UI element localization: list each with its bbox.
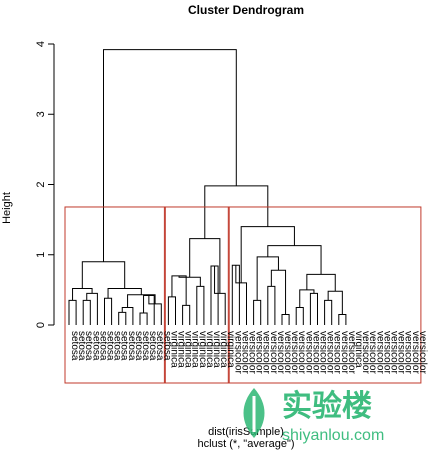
branch [171,275,187,306]
leaf-label: versicolor [325,331,336,374]
branch [121,306,134,325]
leaf-label: virginica [218,331,229,368]
leaf-label: versicolor [303,331,314,374]
branch [81,261,126,289]
leaf-label: virginica [211,331,222,368]
leaf-label: versicolor [332,331,343,374]
leaf-label: virginica [190,331,201,368]
chart-title: Cluster Dendrogram [188,3,304,17]
cluster-rectangles [64,206,422,384]
leaf-label: setosa [97,331,108,361]
leaf-label: setosa [161,331,172,361]
branch [196,285,205,325]
dendrogram-branches [68,49,347,325]
leaf-label: versicolor [296,331,307,374]
leaf-label: virginica [176,331,187,368]
leaf-label: versicolor [239,331,250,374]
branch [127,294,156,308]
branch [103,49,237,262]
leaf-label: setosa [140,331,151,361]
branch [270,269,287,315]
leaf-label: setosa [76,331,87,361]
branch [338,313,347,325]
leaf-label: versicolor [396,331,407,374]
branch [299,289,315,308]
branch [204,185,269,239]
cluster-rect-2 [163,206,230,384]
leaf-label: versicolor [346,331,357,374]
leaf-label: setosa [154,331,165,361]
branch [86,292,98,325]
watermark-brand-url: shiyanlou.com [282,427,384,444]
watermark-brand-cn: 实验楼 [282,389,372,424]
y-axis-label: Height [1,192,13,224]
x-axis-sublabel: hclust (*, "average") [197,438,294,450]
branch [118,311,127,325]
leaf-label: virginica [225,331,236,368]
leaf-label: virginica [353,331,364,368]
branch [104,297,113,325]
y-tick-label-4: 4 [35,41,47,47]
branch [107,287,142,299]
leaf-label: versicolor [367,331,378,374]
cluster-rect-1 [64,206,166,384]
branch [167,296,176,325]
leaf-label: setosa [105,331,116,361]
branch [327,290,343,315]
leaf-label: versicolor [403,331,414,374]
leaf-label: versicolor [318,331,329,374]
leaf-label: versicolor [247,331,258,374]
leaf-label: setosa [90,331,101,361]
cluster-rect-3 [227,206,422,384]
leaf-label: versicolor [310,331,321,374]
leaf-label: virginica [168,331,179,368]
leaf-label: setosa [112,331,123,361]
leaf-label: versicolor [282,331,293,374]
leaf-label: setosa [126,331,137,361]
leaf-label: virginica [204,331,215,368]
leaf-label: versicolor [275,331,286,374]
branch [82,299,91,325]
branch [267,285,276,325]
branch [178,275,201,287]
branch [281,313,290,325]
branch [306,273,336,292]
leaf-label: versicolor [232,331,243,374]
leaf-label: virginica [197,331,208,368]
leaf-labels: setosasetosasetosasetosasetosasetosaseto… [69,331,428,374]
leaf-label: versicolor [389,331,400,374]
branch [182,304,191,325]
x-axis-label: dist(irisSample) [208,426,284,438]
y-tick-label-0: 0 [35,322,47,328]
leaf-label: versicolor [417,331,428,374]
branch [295,306,304,325]
leaf-label: versicolor [339,331,350,374]
leaf-label: setosa [147,331,158,361]
branch [309,292,318,325]
branch [72,287,93,301]
leaf-label: versicolor [268,331,279,374]
y-axis: 0 1 2 3 4 Height [1,41,55,328]
leaf-label: setosa [69,331,80,361]
leaf-label: versicolor [410,331,421,374]
branch [68,299,77,325]
y-tick-label-1: 1 [35,252,47,258]
leaf-label: setosa [133,331,144,361]
leaf-label: versicolor [374,331,385,374]
branch [139,312,148,325]
leaf-label: versicolor [261,331,272,374]
leaf-label: versicolor [254,331,265,374]
leaf-label: setosa [83,331,94,361]
y-tick-label-2: 2 [35,181,47,187]
leaf-label: virginica [183,331,194,368]
branch [253,299,262,325]
watermark-logo: 实验楼 shiyanlou.com [243,388,384,444]
leaf-label: versicolor [360,331,371,374]
leaf-label: setosa [119,331,130,361]
y-tick-label-3: 3 [35,111,47,117]
branch [324,299,333,325]
leaf-label: versicolor [381,331,392,374]
leaf-label: versicolor [289,331,300,374]
